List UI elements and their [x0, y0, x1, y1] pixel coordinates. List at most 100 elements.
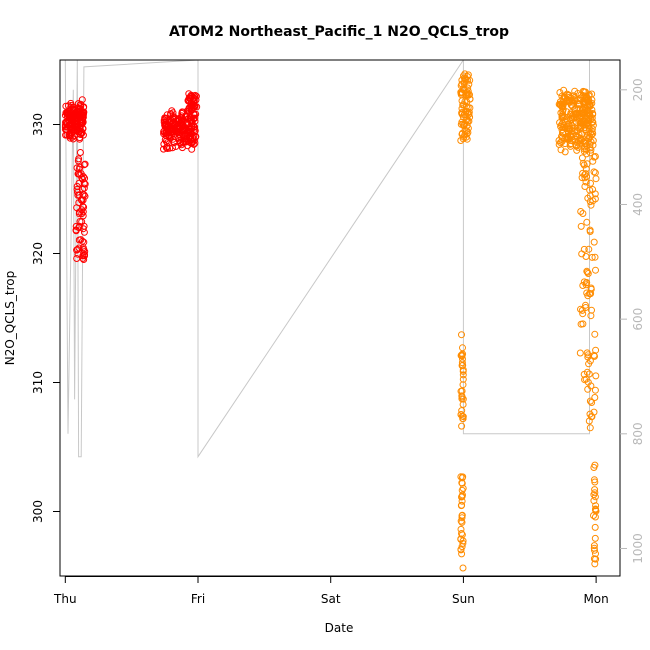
data-point: [164, 121, 172, 128]
data-point: [580, 88, 588, 96]
data-point: [580, 161, 588, 169]
data-point: [458, 530, 465, 537]
data-point: [591, 330, 599, 338]
data-point: [464, 84, 472, 92]
data-point: [72, 124, 80, 132]
data-point: [170, 116, 178, 123]
data-point: [577, 208, 585, 215]
y-tick-label: 330: [31, 113, 45, 136]
data-point: [574, 143, 582, 151]
data-point: [74, 250, 82, 258]
data-point: [592, 555, 600, 563]
data-point: [556, 89, 564, 96]
data-point: [78, 210, 86, 218]
data-point: [583, 289, 591, 297]
data-point: [591, 513, 599, 521]
data-point: [178, 141, 186, 149]
right-tick-label: 400: [631, 193, 645, 216]
data-point: [77, 129, 85, 137]
data-point: [590, 512, 597, 519]
data-point: [457, 535, 465, 543]
data-point: [81, 160, 89, 168]
data-point: [589, 157, 597, 165]
data-point: [79, 225, 87, 233]
data-point: [76, 149, 84, 156]
data-point: [458, 550, 466, 558]
data-point: [583, 150, 590, 158]
data-point: [80, 246, 88, 254]
data-point: [459, 350, 467, 358]
data-point: [564, 120, 572, 128]
data-point: [61, 111, 69, 119]
data-point: [75, 224, 83, 232]
data-point: [74, 191, 82, 199]
data-point: [73, 164, 81, 172]
data-point: [580, 245, 588, 253]
data-point: [80, 161, 88, 169]
data-point: [584, 353, 592, 361]
data-point: [582, 165, 590, 173]
data-point: [584, 270, 592, 277]
data-point: [592, 266, 599, 274]
data-point: [571, 111, 579, 119]
plot-frame: [59, 59, 621, 577]
data-point: [590, 497, 598, 505]
data-point: [591, 560, 599, 568]
data-point: [582, 170, 590, 178]
data-point: [591, 386, 599, 394]
data-point: [577, 222, 585, 230]
data-point: [587, 146, 595, 154]
data-point: [75, 155, 83, 163]
data-point: [579, 320, 587, 328]
data-point: [586, 397, 594, 405]
right-tick-label: 200: [631, 78, 645, 101]
y-tick-label: 320: [31, 242, 45, 265]
data-point: [589, 110, 597, 117]
data-point: [592, 505, 599, 513]
x-tick-label: Sat: [321, 592, 341, 606]
y-tick-label: 300: [31, 500, 45, 523]
data-point: [75, 236, 83, 244]
data-point: [65, 116, 73, 124]
data-point: [576, 349, 584, 357]
data-point: [185, 94, 193, 102]
x-tick-label: Thu: [53, 592, 77, 606]
data-point: [582, 301, 589, 309]
data-point: [583, 218, 591, 226]
data-point: [188, 145, 196, 153]
data-point: [80, 203, 88, 211]
data-point: [162, 137, 170, 145]
data-point: [464, 76, 472, 84]
data-point: [459, 564, 467, 572]
data-point: [578, 174, 586, 182]
data-point: [458, 422, 466, 430]
data-point: [588, 114, 596, 122]
data-point: [70, 107, 78, 114]
data-point: [166, 129, 174, 137]
x-axis-label: Date: [325, 621, 354, 635]
x-tick-label: Mon: [583, 592, 608, 606]
data-point: [587, 201, 595, 209]
data-point: [568, 127, 576, 135]
data-point: [564, 136, 572, 144]
data-point: [459, 371, 467, 379]
data-point: [585, 134, 593, 142]
data-point: [173, 128, 181, 136]
data-point: [590, 542, 598, 550]
data-point: [459, 367, 467, 375]
data-point: [557, 121, 565, 129]
data-point: [463, 135, 471, 143]
data-point: [457, 82, 465, 90]
data-point: [458, 109, 466, 116]
data-point: [571, 135, 579, 143]
data-point: [460, 111, 468, 118]
y-tick-label: 310: [31, 371, 45, 394]
data-point: [578, 306, 586, 314]
data-point: [585, 370, 593, 378]
data-point: [592, 175, 600, 183]
data-point: [559, 113, 567, 121]
data-point: [466, 104, 474, 112]
data-point: [587, 179, 594, 187]
data-point: [78, 128, 86, 136]
data-point: [79, 208, 87, 216]
